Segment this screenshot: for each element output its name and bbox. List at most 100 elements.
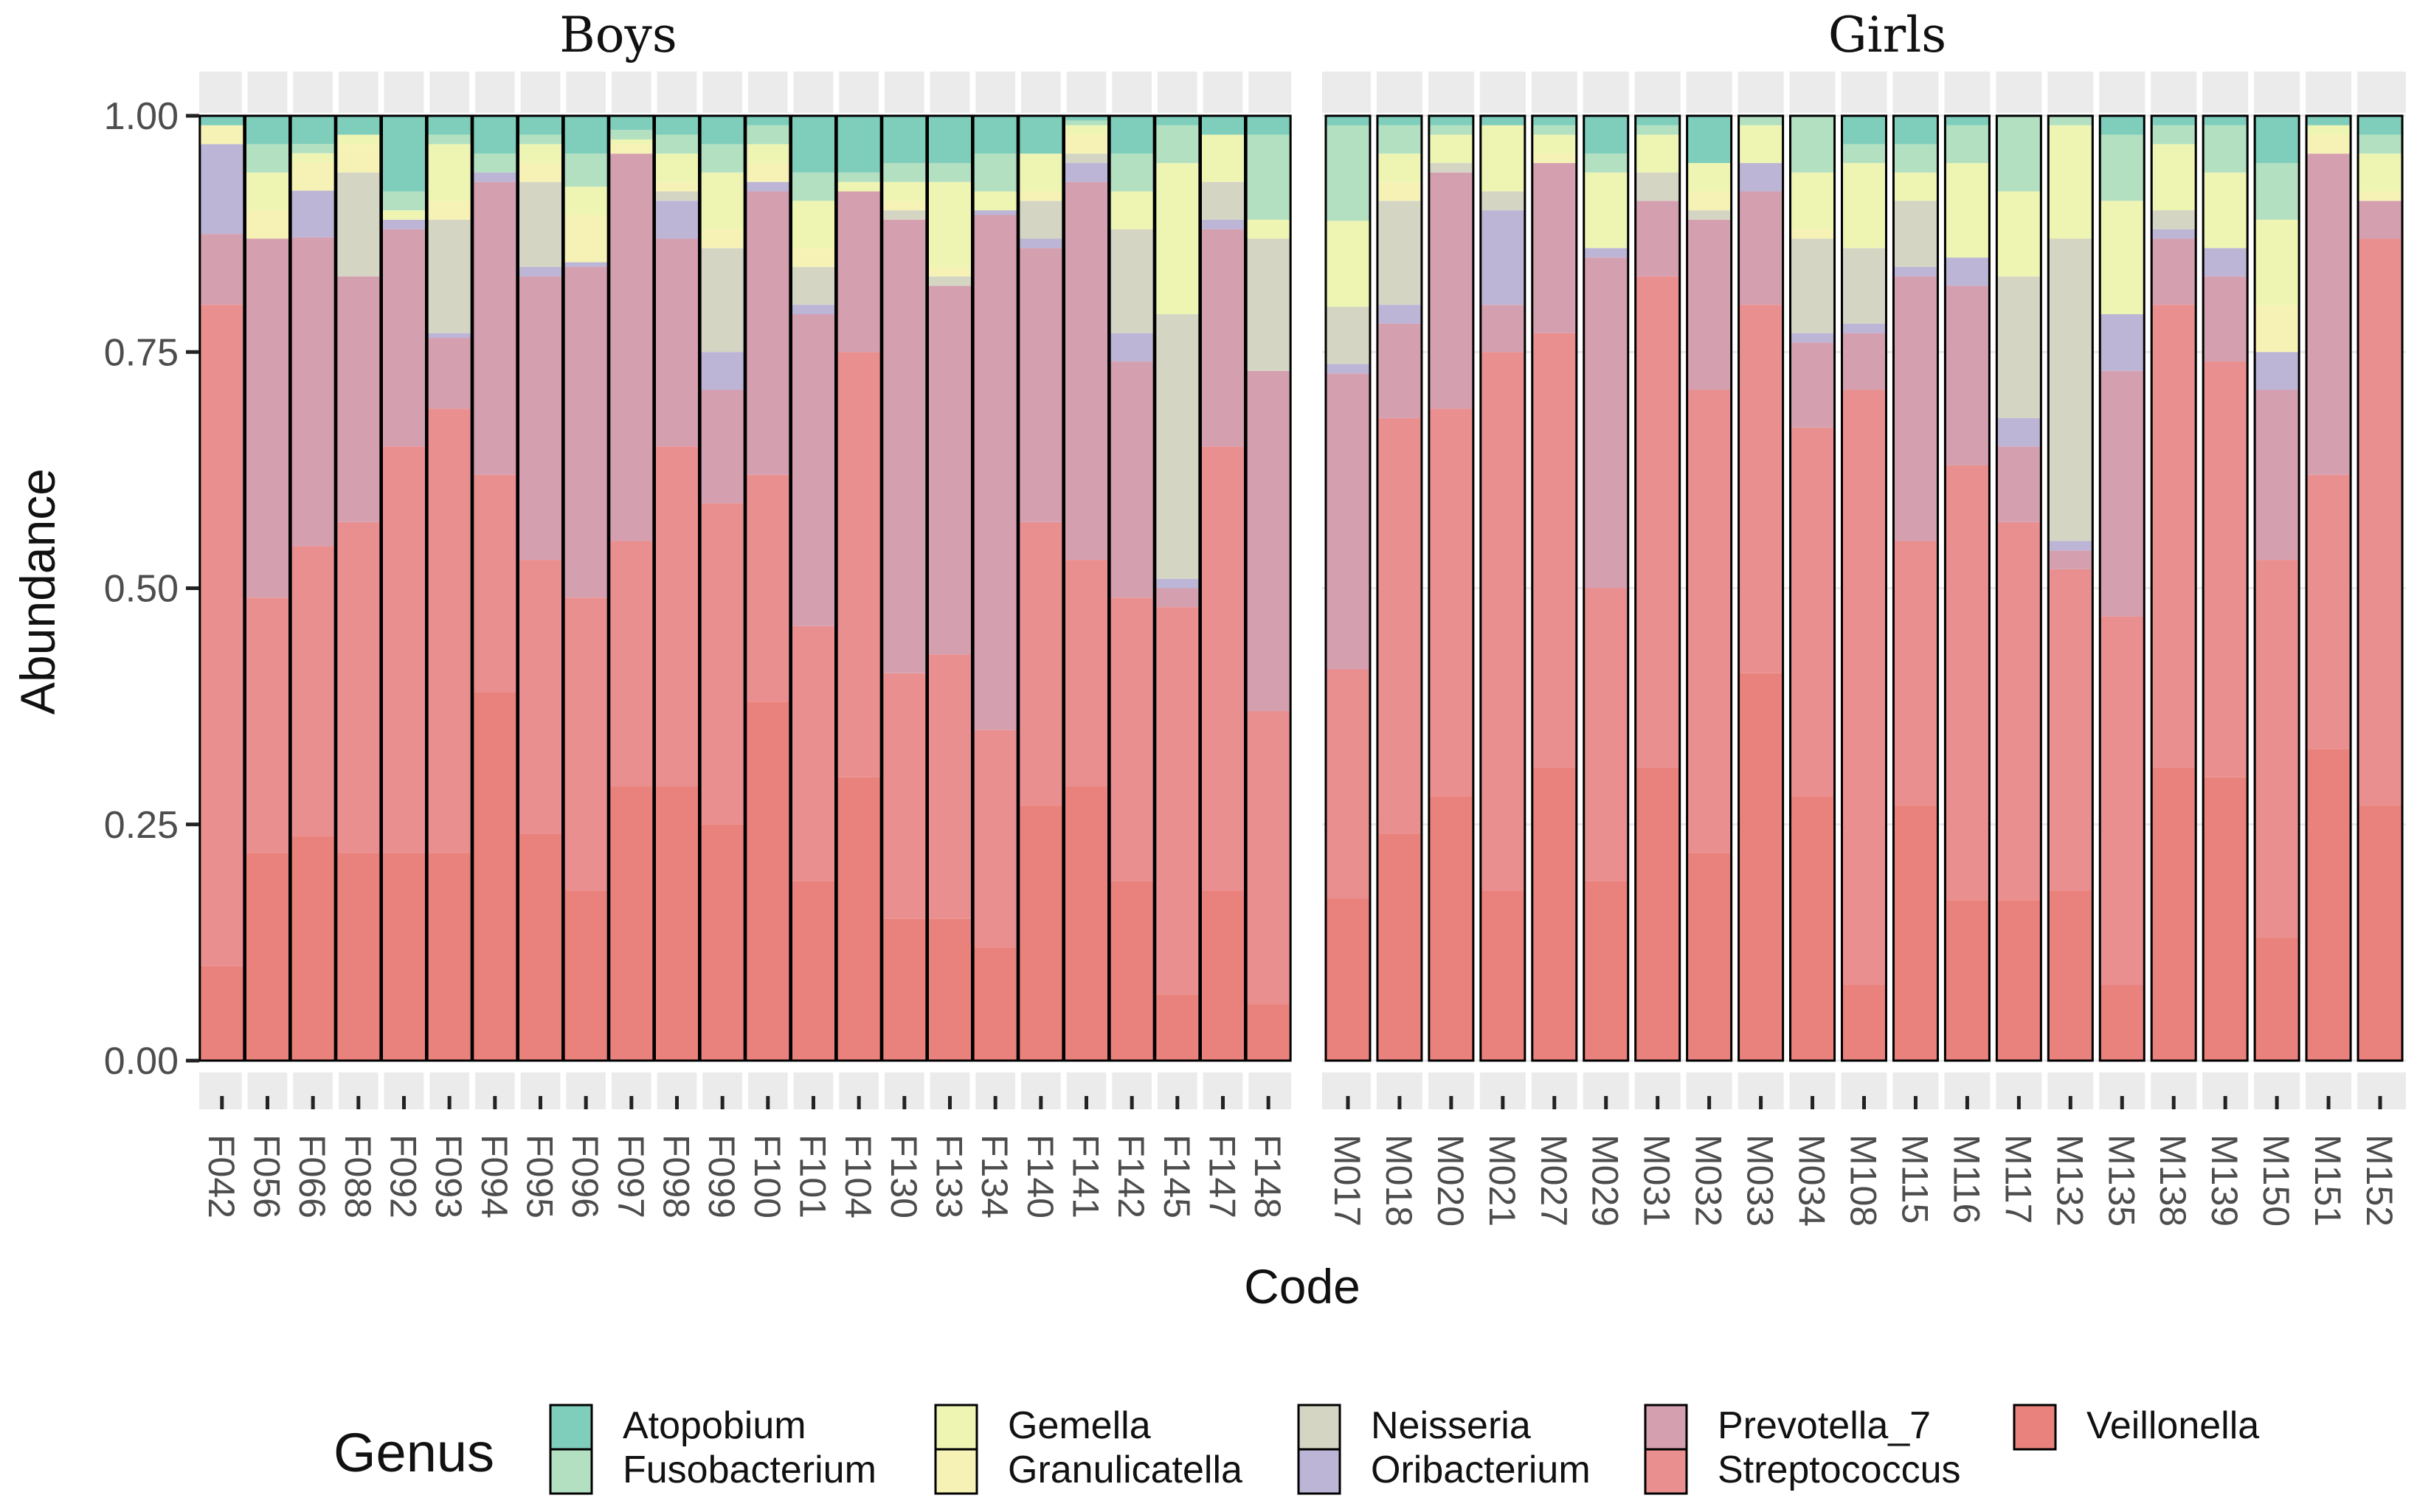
bar-outline [1063, 114, 1110, 1062]
x-tick-label: F130 [883, 1134, 924, 1218]
x-tick-label: M033 [1740, 1134, 1781, 1227]
segment-fusobacterium [291, 144, 336, 153]
strip-gap [1938, 72, 1945, 113]
segment-granulicatella [518, 163, 563, 182]
segment-neisseria [1110, 229, 1155, 333]
segment-prevotella_7 [2151, 238, 2196, 305]
segment-oribacterium [2100, 314, 2145, 371]
segment-granulicatella [700, 229, 745, 249]
legend-label-gemella: Gemella [1008, 1404, 1151, 1447]
segment-fusobacterium [973, 153, 1018, 192]
segment-gemella [291, 153, 336, 163]
segment-veillonella [336, 853, 381, 1061]
bar-outline [1154, 114, 1201, 1062]
segment-veillonella [2306, 749, 2351, 1061]
strip-gap [1370, 1072, 1377, 1109]
segment-oribacterium [518, 266, 563, 277]
segment-gemella [1583, 172, 1628, 249]
segment-veillonella [2048, 890, 2093, 1061]
bar-M115 [1892, 114, 1939, 1062]
segment-streptococcus [427, 409, 472, 853]
segment-streptococcus [564, 597, 609, 891]
segment-prevotella_7 [609, 153, 654, 541]
segment-fusobacterium [1110, 153, 1155, 192]
segment-prevotella_7 [1945, 285, 1990, 465]
bar-F101 [790, 114, 837, 1062]
x-tick-label: F056 [246, 1134, 288, 1218]
bar-outline [608, 114, 655, 1062]
segment-veillonella [1428, 796, 1473, 1061]
segment-atopobium [927, 116, 972, 164]
x-tick-label: M031 [1636, 1134, 1678, 1227]
segment-streptococcus [472, 474, 517, 693]
strip-gap [2093, 1072, 2100, 1109]
strip-gap [1242, 72, 1249, 113]
segment-prevotella_7 [336, 276, 381, 522]
bar-F066 [289, 114, 336, 1062]
segment-neisseria [1687, 210, 1732, 220]
bar-outline [1995, 114, 2042, 1062]
bar-F095 [517, 114, 564, 1062]
segment-prevotella_7 [472, 181, 517, 475]
segment-streptococcus [745, 474, 790, 702]
y-axis: 0.00 0.25 0.50 0.75 1.00 [104, 95, 199, 1083]
segment-fusobacterium [1842, 144, 1887, 164]
x-tick-label: F094 [474, 1134, 515, 1218]
segment-veillonella [927, 918, 972, 1061]
segment-granulicatella [654, 181, 699, 192]
bar-outline [2253, 114, 2300, 1062]
bar-F133 [927, 114, 973, 1062]
bar-M021 [1479, 114, 1526, 1062]
segment-gemella [1532, 134, 1577, 154]
segment-oribacterium [791, 305, 836, 315]
segment-prevotella_7 [2358, 201, 2403, 239]
x-tick-label: F096 [564, 1134, 606, 1218]
segment-gemella [654, 153, 699, 182]
strip-gap [1197, 72, 1203, 113]
segment-atopobium [2151, 116, 2196, 125]
segment-oribacterium [1377, 305, 1422, 324]
strip-gap [1680, 72, 1687, 113]
bar-M116 [1943, 114, 1991, 1062]
segment-veillonella [1480, 890, 1525, 1061]
legend-label-streptococcus: Streptococcus [1718, 1449, 1961, 1491]
segment-atopobium [1945, 116, 1990, 125]
segment-streptococcus [2203, 361, 2248, 777]
bar-outline [471, 114, 519, 1062]
segment-fusobacterium [2100, 134, 2145, 201]
x-tick-label: M017 [1327, 1134, 1368, 1227]
bar-outline [699, 114, 746, 1062]
bar-outline [1686, 114, 1733, 1062]
segment-atopobium [1377, 116, 1422, 125]
strip-gap [606, 72, 612, 113]
segment-gemella [882, 181, 927, 201]
bar-M032 [1686, 114, 1733, 1062]
segment-oribacterium [973, 210, 1018, 215]
segment-neisseria [1246, 238, 1291, 371]
strip-gap [2196, 1072, 2203, 1109]
segment-granulicatella [2358, 191, 2403, 201]
x-tick-label: F142 [1110, 1134, 1152, 1218]
segment-atopobium [564, 116, 609, 154]
bar-outline [1737, 114, 1785, 1062]
segment-prevotella_7 [1635, 201, 1680, 277]
strip-gap [560, 72, 567, 113]
segment-fusobacterium [927, 163, 972, 182]
segment-veillonella [2358, 805, 2403, 1061]
strip-gap [696, 72, 703, 113]
x-tick-label: M152 [2359, 1134, 2400, 1227]
segment-granulicatella [882, 201, 927, 211]
segment-oribacterium [427, 333, 472, 339]
segment-gemella [1428, 134, 1473, 164]
strip-gap [651, 72, 657, 113]
segment-atopobium [882, 116, 927, 164]
segment-gemella [1155, 163, 1200, 315]
segment-prevotella_7 [1200, 229, 1245, 447]
bar-outline [1943, 114, 1991, 1062]
segment-gemella [1996, 191, 2041, 277]
bar-outline [1108, 114, 1155, 1062]
bar-outline [1200, 114, 1246, 1062]
strip-gap [378, 72, 384, 113]
legend-key-gemella [934, 1404, 978, 1451]
strip-gap [1473, 1072, 1480, 1109]
